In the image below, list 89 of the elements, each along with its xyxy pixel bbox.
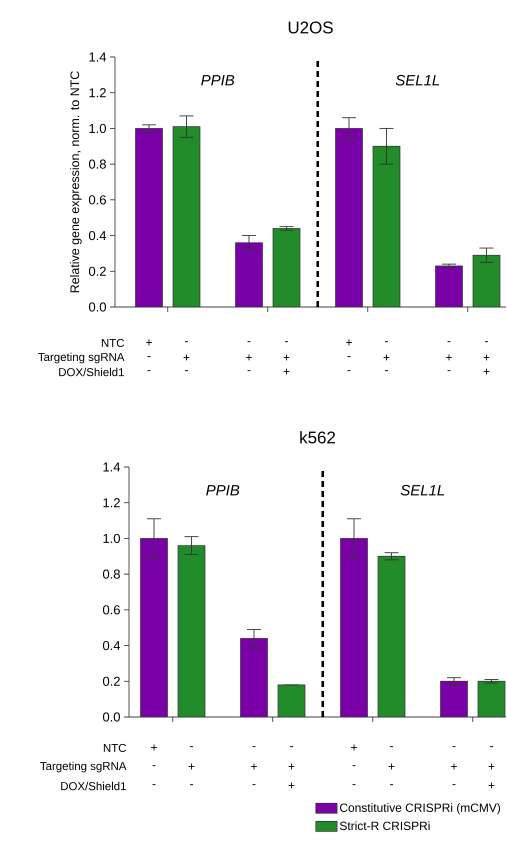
annotation: PPIB — [206, 485, 240, 496]
y-tick-label: 0.6 — [88, 195, 106, 204]
y-axis-title: Relative gene expression, norm. to NTC — [70, 71, 82, 292]
text: - — [290, 746, 293, 748]
text: - — [152, 765, 156, 766]
text: - — [490, 746, 493, 748]
text: - — [190, 746, 193, 748]
bar — [435, 266, 463, 308]
text: NTC — [102, 338, 124, 348]
text: - — [252, 784, 256, 786]
text: + — [188, 764, 194, 770]
text: - — [348, 356, 350, 358]
text: + — [484, 368, 490, 374]
text: - — [385, 341, 388, 342]
text: - — [452, 784, 456, 786]
y-tick-label: 1.2 — [103, 498, 120, 508]
text: - — [352, 784, 356, 786]
bar — [478, 680, 506, 718]
text: Targeting sgRNA — [40, 762, 126, 772]
bar — [440, 680, 468, 718]
y-tick-label: 0.4 — [88, 230, 106, 240]
text: - — [152, 784, 156, 786]
text: + — [451, 764, 457, 770]
text: - — [485, 341, 488, 342]
text: - — [148, 370, 150, 372]
y-tick-label: 1.2 — [89, 88, 106, 98]
text: - — [452, 746, 456, 748]
text: + — [446, 354, 452, 360]
text: + — [351, 744, 357, 750]
y-tick-label: 1.4 — [103, 462, 120, 472]
text: + — [284, 368, 290, 374]
text: + — [288, 764, 294, 770]
text: - — [448, 341, 450, 342]
annotation: SEL1L — [396, 74, 440, 86]
text: NTC — [104, 744, 126, 752]
chart-title: k562 — [300, 431, 335, 444]
text: + — [284, 354, 290, 360]
text: + — [484, 354, 490, 360]
text: - — [352, 765, 356, 766]
y-tick-label: 0.2 — [88, 266, 106, 276]
text: - — [390, 746, 393, 748]
y-tick-label: 0.4 — [102, 640, 120, 650]
text: + — [151, 744, 157, 750]
text: + — [146, 340, 152, 346]
text: - — [185, 370, 188, 372]
text: - — [385, 370, 388, 372]
bar — [135, 128, 163, 308]
text: - — [190, 784, 193, 786]
text: - — [148, 356, 150, 358]
y-tick-label: 1.0 — [89, 124, 106, 133]
bar — [378, 556, 406, 718]
y-tick-label: 0.8 — [102, 570, 120, 579]
chart-title: U2OS — [288, 22, 333, 34]
y-tick-label: 0.6 — [102, 605, 120, 614]
bar — [272, 228, 300, 308]
text: - — [185, 341, 188, 342]
bar — [278, 684, 306, 718]
y-tick-label: 1.0 — [103, 534, 120, 544]
text: DOX/Shield1 — [61, 782, 126, 790]
legend-label: Strict-R CRISPRi — [340, 821, 430, 830]
text: + — [288, 782, 294, 788]
text: - — [248, 370, 250, 372]
bar — [235, 242, 263, 308]
text: - — [285, 341, 288, 342]
annotation: PPIB — [201, 75, 234, 86]
y-tick-label: 0.8 — [88, 160, 106, 169]
text: - — [248, 341, 250, 342]
text: - — [252, 746, 256, 748]
bar — [172, 126, 200, 308]
text: + — [246, 354, 252, 360]
text: - — [390, 784, 393, 786]
text: DOX/Shield1 — [59, 368, 124, 376]
text: + — [488, 764, 494, 770]
text: + — [488, 782, 494, 788]
y-tick-label: 1.4 — [89, 52, 106, 62]
text: + — [384, 354, 390, 360]
y-tick-label: 0.2 — [102, 676, 120, 686]
legend-label: Constitutive CRISPRi (mCMV) — [340, 803, 500, 814]
text: + — [388, 764, 394, 770]
annotation: SEL1L — [400, 484, 444, 496]
text: + — [251, 764, 257, 770]
text: + — [184, 354, 190, 360]
text: - — [448, 370, 450, 372]
y-tick-label: 0.0 — [102, 712, 120, 722]
text: Targeting sgRNA — [38, 352, 124, 364]
bar — [472, 254, 500, 308]
text: + — [346, 340, 352, 346]
text: - — [348, 370, 350, 372]
y-tick-label: 0.0 — [88, 302, 106, 312]
